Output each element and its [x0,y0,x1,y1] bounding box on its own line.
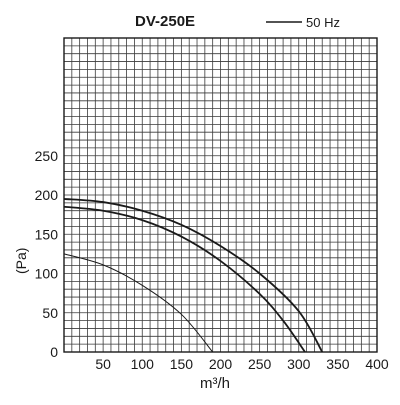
series-curve-3 [63,253,214,353]
series-curve-1 [63,198,324,353]
y-tick-label: 50 [42,305,58,321]
x-axis-label: m³/h [200,375,230,392]
y-tick-label: 200 [35,187,59,203]
series-group [63,198,324,353]
chart-title: DV-250E [135,13,195,30]
plot-border [63,37,378,353]
x-tick-label: 100 [131,356,155,372]
axes: 50 100 150 200 250 300 350 400 0 50 100 150 200 250 [35,148,389,372]
y-tick-label: 100 [35,266,59,282]
grid [63,37,378,353]
x-tick-label: 50 [95,356,111,372]
x-tick-label: 350 [326,356,350,372]
y-axis-label: (Pa) [13,248,29,274]
y-tick-label: 150 [35,226,59,242]
x-tick-label: 400 [365,356,389,372]
x-tick-label: 250 [248,356,272,372]
x-tick-label: 150 [170,356,194,372]
x-tick-label: 200 [209,356,233,372]
y-tick-label: 0 [50,344,58,360]
x-tick-label: 300 [287,356,311,372]
legend-label: 50 Hz [306,15,340,30]
series-curve-2 [63,205,306,353]
y-tick-label: 250 [35,148,59,164]
